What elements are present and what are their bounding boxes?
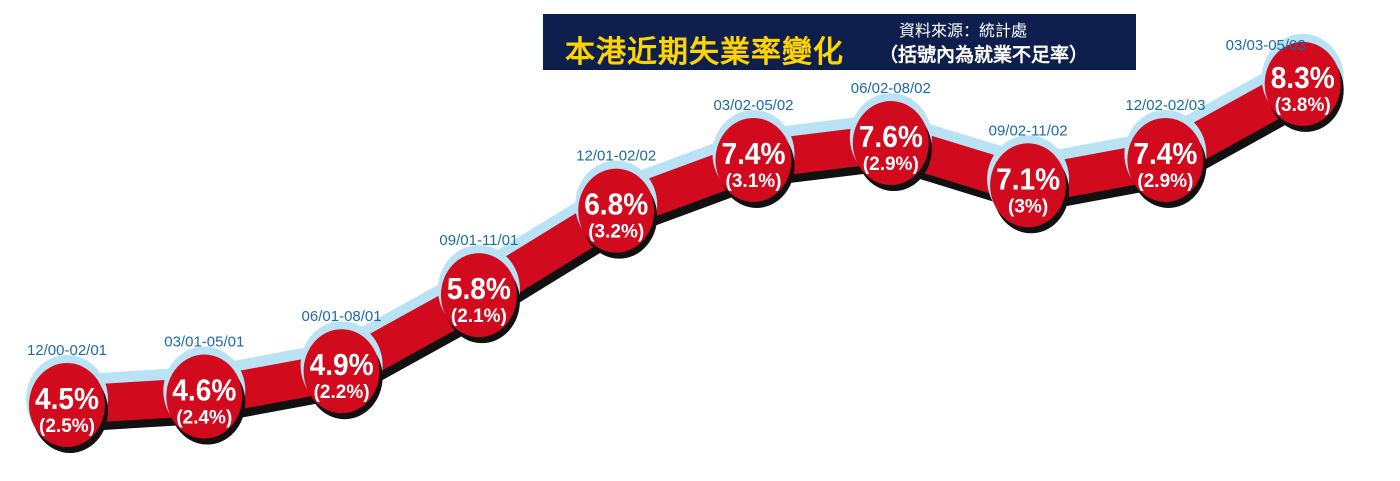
- period-label: 03/03-05/03: [1226, 37, 1306, 54]
- point-circle: [990, 143, 1067, 228]
- period-label: 03/01-05/01: [164, 334, 244, 351]
- data-point: 8.3%(3.8%) 03/03-05/03: [1226, 33, 1344, 132]
- point-circle: [715, 117, 792, 202]
- point-circle: [1264, 41, 1341, 126]
- rate-label: 4.9%: [310, 347, 374, 382]
- data-source: 資料來源：統計處: [899, 21, 1028, 40]
- chart-title: 本港近期失業率變化: [565, 35, 844, 70]
- data-point: 7.4%(2.9%) 12/02-02/03: [1124, 97, 1207, 208]
- data-point: 6.8%(3.2%) 12/01-02/02: [575, 148, 658, 259]
- underemployment-label: (2.5%): [39, 416, 95, 437]
- underemployment-label: (2.4%): [176, 408, 232, 429]
- data-points: 4.5%(2.5%) 12/00-02/01 4.6%(2.4%) 03/01-05/…: [26, 33, 1344, 453]
- underemployment-label: (2.9%): [863, 154, 919, 175]
- underemployment-label: (3.1%): [726, 171, 782, 192]
- underemployment-label: (3.8%): [1275, 95, 1331, 116]
- point-circle: [852, 101, 929, 186]
- rate-label: 8.3%: [1271, 60, 1335, 95]
- chart-note: （括號內為就業不足率）: [879, 44, 1089, 66]
- period-label: 09/02-11/02: [989, 122, 1068, 139]
- trend-ribbon: [46, 53, 1326, 432]
- period-label: 12/02-02/03: [1125, 97, 1205, 114]
- rate-label: 7.6%: [859, 119, 923, 154]
- period-label: 12/00-02/01: [27, 342, 107, 359]
- data-point: 4.5%(2.5%) 12/00-02/01: [26, 342, 108, 453]
- underemployment-label: (2.1%): [451, 306, 507, 327]
- rate-label: 5.8%: [447, 271, 511, 306]
- data-point: 7.4%(3.1%) 03/02-05/02: [712, 97, 795, 208]
- data-point: 4.6%(2.4%) 03/01-05/01: [163, 334, 246, 445]
- point-circle: [578, 168, 655, 253]
- rate-label: 7.4%: [1133, 136, 1197, 171]
- underemployment-label: (2.2%): [314, 382, 370, 403]
- data-point: 7.1%(3%) 09/02-11/02: [987, 122, 1070, 234]
- point-circle: [29, 363, 105, 447]
- data-point: 5.8%(2.1%) 09/01-11/01: [437, 232, 520, 344]
- period-label: 12/01-02/02: [576, 148, 656, 165]
- rate-label: 6.8%: [584, 187, 648, 222]
- data-point: 7.6%(2.9%) 06/02-08/02: [849, 80, 932, 192]
- title-box: 本港近期失業率變化 資料來源：統計處 （括號內為就業不足率）: [543, 14, 1136, 70]
- period-label: 06/02-08/02: [851, 80, 931, 97]
- rate-label: 4.6%: [172, 373, 236, 408]
- period-label: 09/01-11/01: [439, 232, 518, 249]
- point-circle: [440, 253, 517, 338]
- underemployment-label: (3.2%): [588, 222, 644, 243]
- data-point: 4.9%(2.2%) 06/01-08/01: [300, 308, 383, 420]
- point-circle: [1127, 117, 1204, 202]
- ribbon-line: [48, 64, 1322, 424]
- point-circle: [166, 354, 243, 439]
- period-label: 03/02-05/02: [713, 97, 793, 114]
- rate-label: 7.1%: [996, 161, 1060, 196]
- period-label: 06/01-08/01: [302, 308, 382, 325]
- rate-label: 4.5%: [35, 381, 99, 416]
- underemployment-label: (3%): [1008, 196, 1048, 217]
- rate-label: 7.4%: [722, 136, 786, 171]
- point-circle: [303, 329, 380, 414]
- underemployment-label: (2.9%): [1137, 171, 1193, 192]
- ribbon-glow: [46, 53, 1324, 417]
